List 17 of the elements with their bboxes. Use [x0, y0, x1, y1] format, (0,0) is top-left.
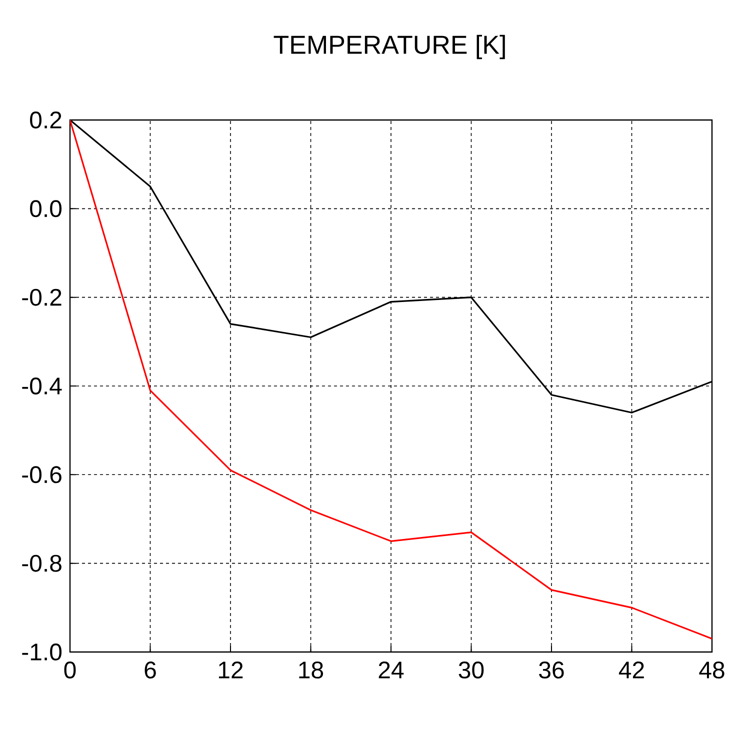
x-tick-label: 24: [378, 662, 404, 678]
x-tick-label: 18: [299, 662, 324, 679]
x-tick-label: 42: [618, 662, 644, 678]
x-tick-label: 0: [64, 662, 76, 679]
y-tick-label: -0.4: [22, 378, 62, 394]
y-tick-label: -0.2: [22, 288, 62, 306]
y-tick-label: -1.0: [22, 644, 62, 660]
y-tick-label: 0.0: [30, 200, 62, 218]
x-tick-label: 36: [539, 662, 564, 679]
y-tick-label: -0.8: [22, 554, 62, 572]
y-tick-label: -0.6: [22, 466, 62, 484]
x-tick-label: 6: [144, 662, 156, 679]
y-tick-label: 0.2: [30, 112, 62, 128]
x-tick-label: 30: [458, 662, 484, 679]
x-tick-label: 48: [699, 662, 724, 679]
chart-title: TEMPERATURE [K]: [274, 34, 505, 60]
x-tick-label: 12: [218, 662, 243, 678]
